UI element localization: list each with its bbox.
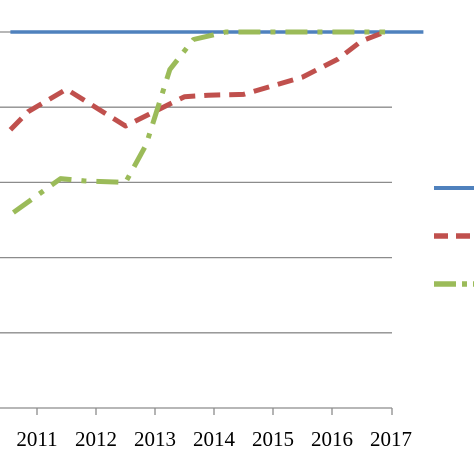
x-tick-label: 2015 (252, 427, 294, 451)
x-tick-labels: 2011 2012 2013 2014 2015 2016 2017 (16, 427, 412, 451)
x-tick-label: 2016 (311, 427, 353, 451)
x-axis (0, 407, 393, 415)
series-line-2 (8, 29, 386, 132)
x-tick-label: 2017 (370, 427, 412, 451)
series-lines (8, 29, 424, 215)
x-tick-label: 2011 (16, 427, 57, 451)
x-tick-label: 2013 (134, 427, 176, 451)
legend (434, 186, 474, 287)
x-tick-label: 2012 (75, 427, 117, 451)
series-line-3 (11, 29, 386, 215)
x-tick-label: 2014 (193, 427, 236, 451)
